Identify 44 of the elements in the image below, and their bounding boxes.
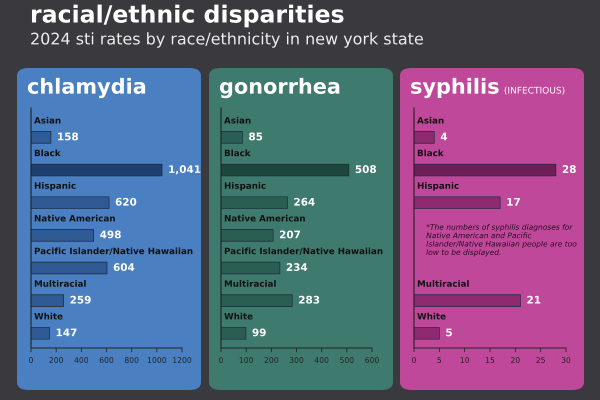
data-label: 508 [356,165,376,174]
y-tick-label: Multiracial [34,280,86,287]
y-tick-label: Black [224,149,251,156]
y-tick-label: Black [418,149,444,156]
y-tick-label: Native American [224,214,305,222]
data-label: 17 [507,198,520,206]
data-label: 264 [294,198,315,206]
y-tick-label: Multiracial [224,280,276,287]
y-tick-label: Pacific Islander/Native Hawaiian [224,247,382,255]
data-label: 4 [440,132,448,140]
data-label: 85 [249,132,262,140]
y-tick-label: White [224,312,253,320]
chart-title: gonorrhea [220,78,340,98]
chart-title: chlamydia [28,78,146,98]
data-label: 604 [114,263,134,272]
data-label: 620 [116,198,136,206]
y-tick-label: Hispanic [224,182,266,191]
y-tick-label: Native American [34,214,115,222]
y-tick-label: Black [34,149,61,156]
data-label: 283 [299,296,320,304]
data-label: 1,041 [169,165,200,174]
y-tick-label: Asian [224,116,250,124]
y-tick-label: Multiracial [418,280,469,287]
data-label: 234 [286,263,308,272]
y-tick-label: White [417,312,446,320]
y-tick-label: Hispanic [418,182,459,191]
text: racial/ethnic disparities [32,4,344,28]
text: 2024 sti rates by race/ethnicity in new york state [31,32,423,48]
y-tick-label: Asian [417,116,444,124]
data-label: 28 [562,165,576,174]
data-label: 158 [58,132,78,140]
y-tick-label: Hispanic [34,182,76,191]
chart-subtitle: (INFECTIOUS) [504,86,564,95]
data-label: 5 [446,328,452,336]
y-tick-label: White [34,312,63,320]
data-label: 147 [56,328,76,336]
data-label: 21 [527,296,540,304]
y-tick-label: Asian [34,116,60,124]
chart-title: syphilis [411,78,499,98]
y-tick-label: Pacific Islander/Native Hawaiian [34,247,192,255]
data-label: 498 [100,230,121,238]
data-label: 207 [280,230,300,238]
data-label: 259 [70,296,91,304]
data-label: 99 [252,328,266,336]
